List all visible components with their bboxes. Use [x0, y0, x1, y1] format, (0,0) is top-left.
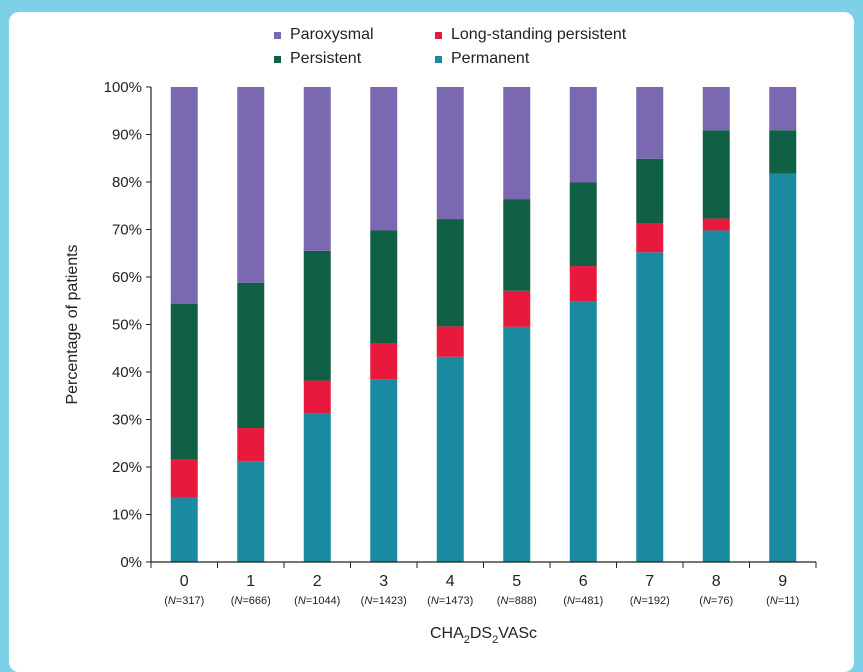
- bar-persistent-4: [436, 219, 464, 327]
- bar-permanent-6: [569, 301, 597, 562]
- bar-persistent-6: [569, 182, 597, 267]
- x-axis-label: CHA2DS2VASc: [430, 625, 537, 646]
- legend-label: Paroxysmal: [290, 26, 374, 43]
- bar-long-standing-persistent-6: [569, 266, 597, 302]
- x-tick-label: 1: [246, 573, 255, 590]
- bar-long-standing-persistent-7: [636, 223, 664, 253]
- bar-persistent-8: [702, 130, 730, 219]
- x-tick-label: 2: [313, 573, 322, 590]
- stacked-bar-chart: 0% 10% 20% 30% 40% 50% 60% 70% 80% 90% 100% 0 (N=317…: [64, 79, 817, 646]
- bar-persistent-2: [303, 250, 331, 381]
- x-count-label: (N=11): [766, 595, 799, 607]
- y-tick-label: 90%: [112, 127, 142, 144]
- legend-label: Permanent: [451, 50, 530, 67]
- bar-paroxysmal-6: [569, 87, 597, 183]
- x-tick-label: 3: [379, 573, 388, 590]
- y-tick-label: 20%: [112, 459, 142, 476]
- bar-long-standing-persistent-5: [503, 290, 531, 327]
- y-tick-label: 50%: [112, 317, 142, 334]
- x-count-label: (N=1473): [427, 595, 473, 607]
- legend-swatch: [274, 31, 281, 39]
- chart-card: Paroxysmal Long-standing persistent Persis…: [9, 12, 854, 672]
- legend-swatch: [435, 55, 442, 63]
- bar-long-standing-persistent-3: [370, 343, 398, 380]
- bar-paroxysmal-2: [303, 87, 331, 251]
- x-tick-label: 4: [446, 573, 455, 590]
- bar-persistent-9: [769, 130, 797, 174]
- bar-persistent-5: [503, 199, 531, 291]
- y-tick-label: 30%: [112, 412, 142, 429]
- bar-permanent-2: [303, 413, 331, 562]
- bar-paroxysmal-1: [237, 87, 265, 283]
- x-count-label: (N=76): [699, 595, 733, 607]
- bar-paroxysmal-5: [503, 87, 531, 200]
- legend-swatch: [274, 55, 281, 63]
- bar-permanent-5: [503, 326, 531, 562]
- bar-paroxysmal-0: [170, 87, 198, 304]
- x-count-label: (N=888): [497, 595, 537, 607]
- x-tick-label: 8: [712, 573, 721, 590]
- x-count-label: (N=192): [630, 595, 670, 607]
- x-count-label: (N=666): [231, 595, 271, 607]
- y-tick-label: 0%: [120, 554, 142, 571]
- y-tick-label: 10%: [112, 507, 142, 524]
- x-count-label: (N=481): [563, 595, 603, 607]
- x-tick-label: 0: [180, 573, 189, 590]
- y-tick-label: 40%: [112, 364, 142, 381]
- bar-permanent-3: [370, 379, 398, 562]
- bar-permanent-8: [702, 230, 730, 562]
- y-tick-label: 100%: [104, 79, 142, 96]
- legend-item-paroxysmal: Paroxysmal: [274, 26, 374, 44]
- x-tick-label: 7: [645, 573, 654, 590]
- y-axis-label: Percentage of patients: [64, 244, 81, 404]
- bar-persistent-1: [237, 282, 265, 429]
- bar-paroxysmal-4: [436, 87, 464, 220]
- bar-persistent-0: [170, 303, 198, 460]
- legend-label: Long-standing persistent: [451, 26, 627, 43]
- bar-paroxysmal-9: [769, 87, 797, 131]
- bar-persistent-7: [636, 158, 664, 224]
- bar-permanent-0: [170, 497, 198, 562]
- x-count-label: (N=1044): [294, 595, 340, 607]
- bar-long-standing-persistent-0: [170, 459, 198, 498]
- bar-permanent-7: [636, 252, 664, 563]
- y-tick-label: 70%: [112, 222, 142, 239]
- x-count-label: (N=317): [164, 595, 204, 607]
- bar-long-standing-persistent-4: [436, 326, 464, 357]
- legend-item-persistent: Persistent: [274, 50, 361, 68]
- bar-long-standing-persistent-2: [303, 380, 331, 414]
- bar-paroxysmal-3: [370, 87, 398, 231]
- x-tick-label: 9: [778, 573, 787, 590]
- bar-long-standing-persistent-1: [237, 428, 265, 462]
- x-count-label: (N=1423): [361, 595, 407, 607]
- legend-item-permanent: Permanent: [435, 50, 529, 68]
- bar-persistent-3: [370, 230, 398, 344]
- bar-long-standing-persistent-8: [702, 218, 730, 231]
- y-tick-label: 80%: [112, 174, 142, 191]
- y-tick-label: 60%: [112, 269, 142, 286]
- x-tick-label: 6: [579, 573, 588, 590]
- bar-paroxysmal-8: [702, 87, 730, 131]
- legend-label: Persistent: [290, 50, 362, 67]
- bar-permanent-4: [436, 356, 464, 562]
- legend-item-long-standing-persistent: Long-standing persistent: [435, 26, 626, 44]
- legend-swatch: [435, 31, 442, 39]
- bar-paroxysmal-7: [636, 87, 664, 159]
- bar-permanent-1: [237, 461, 265, 562]
- x-tick-label: 5: [512, 573, 521, 590]
- bar-permanent-9: [769, 173, 797, 562]
